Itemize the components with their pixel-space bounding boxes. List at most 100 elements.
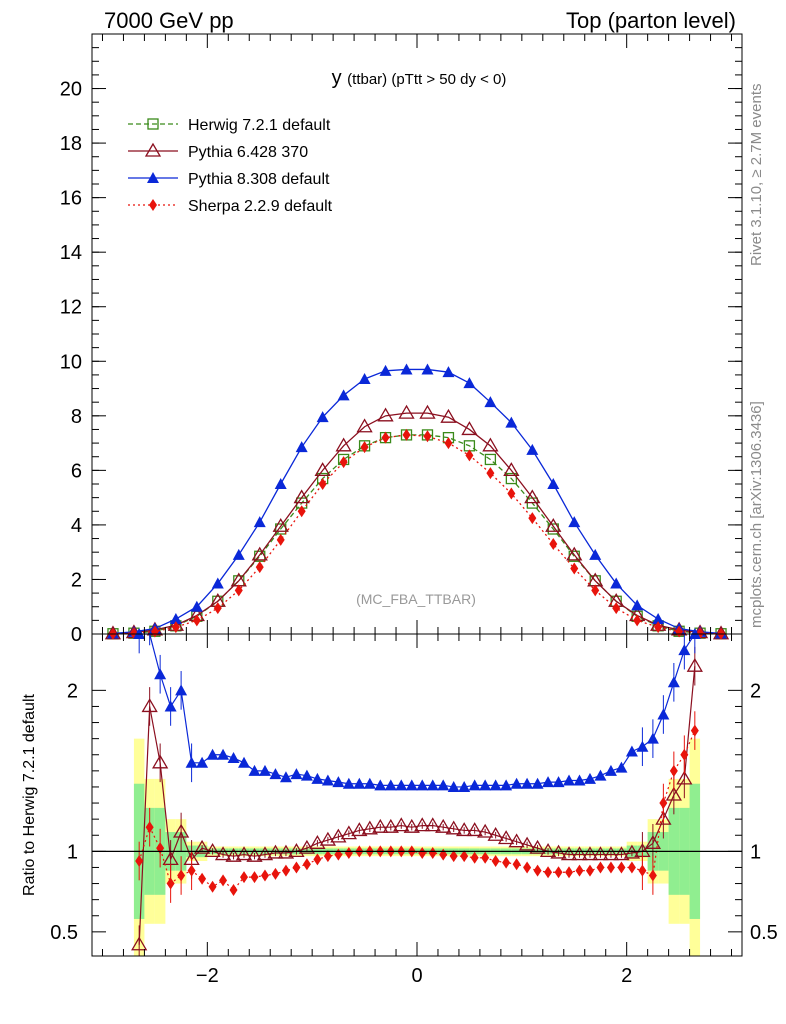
ratio-point-pythia6 xyxy=(435,818,452,833)
data-point-pythia6 xyxy=(482,437,499,452)
ratio-point-pythia6 xyxy=(256,846,274,861)
ratio-point-pythia8 xyxy=(227,751,240,763)
ratio-point-pythia8 xyxy=(604,764,617,776)
ratio-point-sherpa xyxy=(491,855,500,868)
x-tick-label: −2 xyxy=(196,965,219,987)
ratio-point-pythia6 xyxy=(571,846,588,861)
ratio-point-sherpa xyxy=(523,861,532,874)
ratio-point-pythia6 xyxy=(309,835,326,849)
data-point-pythia8 xyxy=(400,363,413,375)
ratio-point-sherpa xyxy=(449,850,458,863)
ratio-point-pythia6 xyxy=(602,846,620,861)
data-point-pythia8 xyxy=(211,577,224,589)
data-point-sherpa xyxy=(465,449,474,462)
ratio-point-pythia8 xyxy=(657,708,670,720)
data-point-sherpa xyxy=(486,467,495,480)
ratio-point-pythia6 xyxy=(424,817,441,832)
legend-label-pythia6: Pythia 6.428 370 xyxy=(188,144,308,161)
data-point-pythia8 xyxy=(568,516,581,528)
ratio-point-pythia6 xyxy=(246,847,263,862)
data-point-sherpa xyxy=(192,614,201,627)
ratio-point-sherpa xyxy=(606,861,615,874)
ratio-point-pythia8 xyxy=(290,768,303,780)
ratio-point-sherpa xyxy=(135,855,144,868)
data-point-sherpa xyxy=(633,614,642,627)
ratio-point-sherpa xyxy=(323,850,332,863)
data-point-sherpa xyxy=(423,430,432,443)
source-label: mcplots.cern.ch [arXiv:1306.3436] xyxy=(748,401,765,628)
data-point-pythia8 xyxy=(526,443,539,455)
data-point-sherpa xyxy=(171,621,180,634)
ratio-point-pythia6 xyxy=(235,846,253,861)
ratio-point-pythia6 xyxy=(141,698,158,713)
ratio-point-pythia8 xyxy=(206,748,219,760)
ratio-point-sherpa xyxy=(585,864,594,877)
ratio-point-sherpa xyxy=(502,856,511,869)
ratio-line-pythia8 xyxy=(139,633,696,788)
ratio-point-pythia6 xyxy=(330,828,347,843)
plot-title-main: y xyxy=(332,67,348,89)
main-plot xyxy=(104,363,730,640)
data-point-pythia6 xyxy=(314,462,331,477)
ratio-point-pythia6 xyxy=(414,817,431,832)
ratio-point-pythia8 xyxy=(321,774,334,786)
ratio-point-sherpa xyxy=(617,861,626,874)
ratio-point-pythia6 xyxy=(487,826,504,841)
data-point-sherpa xyxy=(528,512,537,525)
ratio-point-sherpa xyxy=(627,861,636,874)
series-pythia8 xyxy=(106,363,728,639)
data-point-pythia8 xyxy=(169,613,182,624)
ratio-point-pythia6 xyxy=(550,844,567,859)
ratio-series-sherpa xyxy=(135,711,699,903)
data-point-sherpa xyxy=(255,561,264,574)
ratio-point-pythia6 xyxy=(204,843,221,857)
ratio-point-pythia8 xyxy=(175,684,188,696)
ratio-series-pythia6 xyxy=(131,646,703,956)
ratio-point-pythia6 xyxy=(225,847,242,862)
ratio-point-sherpa xyxy=(418,846,427,859)
data-point-sherpa xyxy=(276,533,285,546)
ratio-point-pythia6 xyxy=(592,846,609,861)
data-point-pythia8 xyxy=(232,548,245,560)
y-tick-label: 18 xyxy=(60,133,82,155)
ratio-point-sherpa xyxy=(198,872,207,885)
ratio-series-pythia8 xyxy=(133,628,701,792)
data-point-pythia6 xyxy=(545,517,562,532)
ratio-y-tick-label: 0.5 xyxy=(50,922,78,944)
data-point-pythia6 xyxy=(356,418,373,433)
data-point-pythia8 xyxy=(274,478,287,489)
legend-item-herwig: Herwig 7.2.1 default xyxy=(128,117,331,134)
ratio-point-pythia6 xyxy=(497,830,515,845)
ratio-point-pythia6 xyxy=(277,844,295,859)
ratio-point-pythia8 xyxy=(615,761,628,773)
data-point-sherpa xyxy=(591,584,600,597)
ratio-point-pythia8 xyxy=(384,779,397,791)
data-point-sherpa xyxy=(612,602,621,615)
legend-label-herwig: Herwig 7.2.1 default xyxy=(188,117,331,134)
ratio-point-pythia6 xyxy=(508,833,525,848)
data-point-pythia8 xyxy=(421,363,434,375)
data-point-pythia8 xyxy=(316,411,329,423)
ratio-point-pythia8 xyxy=(625,745,638,757)
legend-marker-pythia6 xyxy=(144,142,162,157)
legend-marker-sherpa xyxy=(149,199,157,211)
ratio-point-pythia8 xyxy=(164,700,177,712)
ratio-point-pythia6 xyxy=(152,754,169,769)
legend-label-pythia8: Pythia 8.308 default xyxy=(188,171,330,188)
watermark: (MC_FBA_TTBAR) xyxy=(356,591,476,607)
ratio-y-tick-label-right: 0.5 xyxy=(750,922,778,944)
ratio-point-pythia8 xyxy=(447,780,460,792)
ratio-point-pythia6 xyxy=(686,657,703,672)
ratio-point-pythia8 xyxy=(510,777,523,789)
y-tick-label: 12 xyxy=(60,297,82,319)
ratio-point-pythia8 xyxy=(405,779,418,791)
ratio-point-sherpa xyxy=(229,883,238,896)
ratio-point-pythia6 xyxy=(267,844,284,859)
ratio-point-pythia8 xyxy=(416,779,429,791)
ratio-point-pythia8 xyxy=(353,777,366,789)
plot-title-sub: (ttbar) (pTtt > 50 dy < 0) xyxy=(347,71,506,88)
ratio-point-sherpa xyxy=(638,864,647,877)
ratio-point-pythia6 xyxy=(613,846,630,861)
ratio-point-sherpa xyxy=(281,864,290,877)
ratio-point-pythia8 xyxy=(489,779,502,791)
